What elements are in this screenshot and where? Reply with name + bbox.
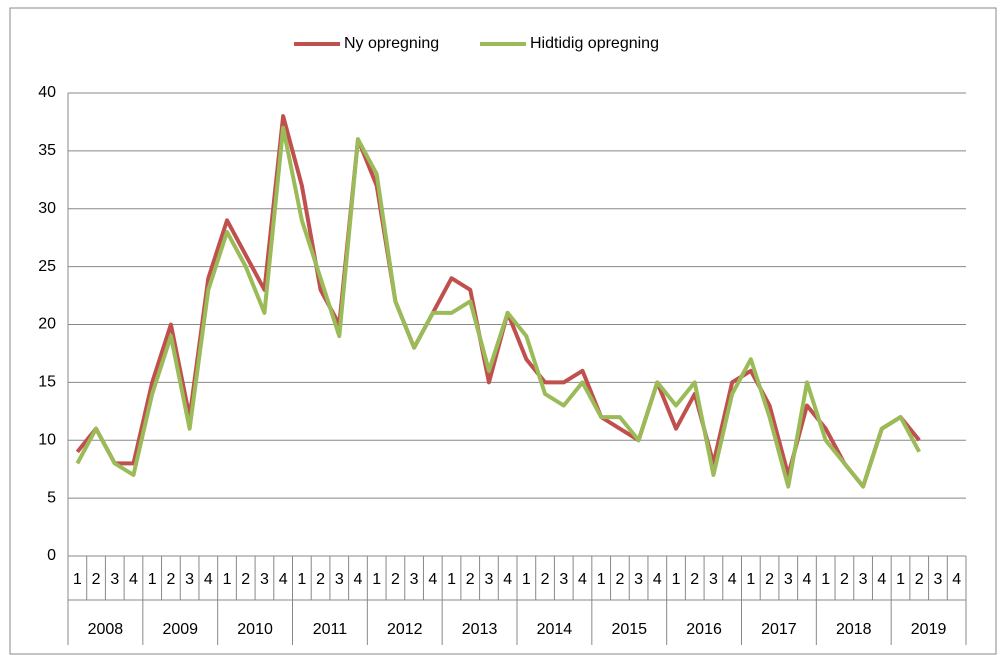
x-tick-label: 4 bbox=[428, 571, 437, 588]
x-tick-label: 3 bbox=[110, 571, 119, 588]
x-tick-label: 3 bbox=[709, 571, 718, 588]
x-tick-label: 1 bbox=[896, 571, 905, 588]
x-tick-label: 4 bbox=[653, 571, 662, 588]
x-tick-label: 2 bbox=[765, 571, 774, 588]
x-tick-label: 2 bbox=[92, 571, 101, 588]
x-tick-label: 4 bbox=[803, 571, 812, 588]
legend-label: Ny opregning bbox=[344, 35, 439, 52]
x-group-label: 2010 bbox=[237, 621, 273, 638]
x-tick-label: 4 bbox=[503, 571, 512, 588]
x-tick-label: 4 bbox=[129, 571, 138, 588]
y-tick-label: 35 bbox=[38, 142, 56, 159]
x-group-label: 2015 bbox=[611, 621, 647, 638]
x-tick-label: 3 bbox=[185, 571, 194, 588]
legend-label: Hidtidig opregning bbox=[530, 35, 659, 52]
x-tick-label: 2 bbox=[615, 571, 624, 588]
x-tick-label: 1 bbox=[372, 571, 381, 588]
x-tick-label: 3 bbox=[933, 571, 942, 588]
x-tick-label: 4 bbox=[952, 571, 961, 588]
x-tick-label: 1 bbox=[148, 571, 157, 588]
x-group-label: 2018 bbox=[836, 621, 872, 638]
x-tick-label: 2 bbox=[840, 571, 849, 588]
x-tick-label: 3 bbox=[634, 571, 643, 588]
y-tick-label: 0 bbox=[47, 547, 56, 564]
x-tick-label: 1 bbox=[73, 571, 82, 588]
x-tick-label: 3 bbox=[410, 571, 419, 588]
x-group-label: 2008 bbox=[88, 621, 124, 638]
x-tick-label: 1 bbox=[223, 571, 232, 588]
x-tick-label: 3 bbox=[859, 571, 868, 588]
x-tick-label: 2 bbox=[166, 571, 175, 588]
series-line bbox=[75, 114, 921, 489]
x-tick-label: 1 bbox=[672, 571, 681, 588]
x-tick-label: 2 bbox=[690, 571, 699, 588]
chart-frame bbox=[9, 7, 997, 655]
x-tick-label: 2 bbox=[541, 571, 550, 588]
x-tick-label: 1 bbox=[297, 571, 306, 588]
x-tick-label: 3 bbox=[559, 571, 568, 588]
y-tick-label: 5 bbox=[47, 489, 56, 506]
x-tick-label: 4 bbox=[728, 571, 737, 588]
x-tick-label: 2 bbox=[391, 571, 400, 588]
y-tick-label: 40 bbox=[38, 84, 56, 101]
y-tick-label: 15 bbox=[38, 374, 56, 391]
x-tick-label: 2 bbox=[316, 571, 325, 588]
x-group-label: 2016 bbox=[686, 621, 722, 638]
y-tick-label: 25 bbox=[38, 258, 56, 275]
x-tick-label: 3 bbox=[484, 571, 493, 588]
x-tick-label: 4 bbox=[354, 571, 363, 588]
x-tick-label: 4 bbox=[877, 571, 886, 588]
x-tick-label: 1 bbox=[522, 571, 531, 588]
x-group-label: 2014 bbox=[537, 621, 573, 638]
x-group-label: 2012 bbox=[387, 621, 423, 638]
y-tick-label: 20 bbox=[38, 316, 56, 333]
x-tick-label: 1 bbox=[746, 571, 755, 588]
x-group-label: 2019 bbox=[911, 621, 947, 638]
y-tick-label: 30 bbox=[38, 200, 56, 217]
x-group-label: 2017 bbox=[761, 621, 797, 638]
x-tick-label: 3 bbox=[260, 571, 269, 588]
x-tick-label: 4 bbox=[578, 571, 587, 588]
series-line bbox=[75, 125, 921, 489]
y-tick-label: 10 bbox=[38, 431, 56, 448]
x-tick-label: 2 bbox=[241, 571, 250, 588]
x-tick-label: 3 bbox=[784, 571, 793, 588]
x-tick-label: 1 bbox=[447, 571, 456, 588]
x-tick-label: 3 bbox=[335, 571, 344, 588]
x-group-label: 2011 bbox=[313, 621, 348, 638]
x-group-label: 2013 bbox=[462, 621, 498, 638]
x-tick-label: 2 bbox=[915, 571, 924, 588]
x-tick-label: 4 bbox=[204, 571, 213, 588]
x-tick-label: 2 bbox=[466, 571, 475, 588]
x-tick-label: 1 bbox=[821, 571, 830, 588]
x-tick-label: 4 bbox=[279, 571, 288, 588]
x-group-label: 2009 bbox=[162, 621, 198, 638]
x-tick-label: 1 bbox=[597, 571, 606, 588]
